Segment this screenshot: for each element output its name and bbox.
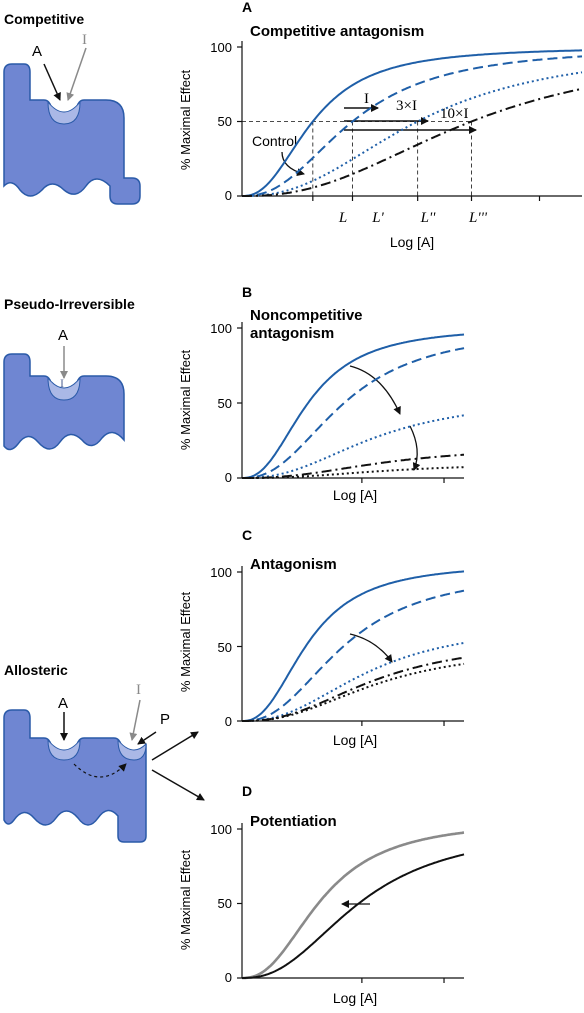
curve-2 xyxy=(242,853,465,979)
panel-letter: D xyxy=(242,783,252,799)
shift-arrow-2 xyxy=(409,425,421,471)
panel-letter: C xyxy=(242,527,252,543)
y-tick-100: 100 xyxy=(210,321,232,336)
x-tick-label-L2: L'' xyxy=(420,210,437,226)
binding-site-orthosteric xyxy=(47,738,81,761)
x-axis-label: Log [A] xyxy=(390,234,434,250)
panel-letter: A xyxy=(242,0,252,15)
agonist-arrow xyxy=(43,63,61,101)
arrow-to-potentiation xyxy=(151,769,205,801)
agonist-label: A xyxy=(58,327,68,344)
chart-noncompetitive-antagonism: B Noncompetitive antagonism % Maximal Ef… xyxy=(178,284,465,503)
x-tick-label-L: L xyxy=(338,210,347,226)
curve-3 xyxy=(242,414,465,479)
curve-4 xyxy=(242,87,583,197)
x-axis-label: Log [A] xyxy=(333,487,377,503)
y-axis-label: % Maximal Effect xyxy=(178,850,193,951)
curve-4 xyxy=(242,453,464,479)
x-axis-label: Log [A] xyxy=(333,990,377,1006)
chart-title: Potentiation xyxy=(250,813,337,830)
y-tick-100: 100 xyxy=(210,565,232,580)
binding-site xyxy=(47,376,81,401)
curve-5 xyxy=(242,466,465,479)
y-tick-50: 50 xyxy=(218,114,232,129)
y-axis-label: % Maximal Effect xyxy=(178,592,193,693)
y-tick-0: 0 xyxy=(225,470,232,485)
binding-site xyxy=(47,100,81,125)
control-label: Control xyxy=(252,133,297,149)
receptor-title-pseudo: Pseudo-Irreversible xyxy=(4,296,135,312)
curve-2 xyxy=(242,55,583,197)
curve-3 xyxy=(242,641,465,722)
receptor-body xyxy=(3,353,125,451)
receptor-body xyxy=(3,63,141,205)
panel-letter: B xyxy=(242,284,252,300)
inhibitor-arrow xyxy=(129,699,141,741)
y-tick-0: 0 xyxy=(225,714,232,729)
curve-2 xyxy=(242,347,465,479)
y-tick-50: 50 xyxy=(218,896,232,911)
plot-area xyxy=(237,823,465,983)
receptor-title-allosteric: Allosteric xyxy=(4,662,68,678)
curve-4 xyxy=(242,656,465,722)
curve-1 xyxy=(242,831,465,980)
chart-title: Antagonism xyxy=(250,556,337,573)
y-axis-label: % Maximal Effect xyxy=(178,350,193,451)
coupling-arrow xyxy=(73,763,127,778)
control-pointer xyxy=(281,151,305,177)
modulator-arrow xyxy=(137,731,157,745)
chart-competitive-antagonism: A Competitive antagonism % Maximal Effec… xyxy=(178,0,583,250)
inhibitor-arrow xyxy=(66,47,87,101)
curve-1 xyxy=(242,333,465,479)
inhibitor-label: I xyxy=(82,32,87,48)
y-tick-0: 0 xyxy=(225,188,232,203)
receptor-body xyxy=(3,709,147,843)
inhibitor-label: I xyxy=(60,376,64,390)
y-axis-label: % Maximal Effect xyxy=(178,70,193,171)
shift-label-1x: I xyxy=(364,91,369,107)
plot-area xyxy=(237,566,465,726)
curve-1 xyxy=(242,570,465,722)
chart-allosteric-antagonism: C Antagonism % Maximal Effect Log [A] 0 … xyxy=(178,527,465,748)
shift-arrow xyxy=(349,633,393,663)
x-tick-label-L1: L' xyxy=(371,210,384,226)
shift-label-10x: 10×I xyxy=(440,106,468,122)
x-tick-label-L3: L''' xyxy=(468,210,488,226)
curve-2 xyxy=(242,589,465,722)
shift-label-3x: 3×I xyxy=(396,98,417,114)
curve-1 xyxy=(242,49,582,197)
y-tick-50: 50 xyxy=(218,396,232,411)
inhibitor-label: I xyxy=(136,682,141,698)
chart-title: Competitive antagonism xyxy=(250,23,424,40)
modulator-label: P xyxy=(160,711,170,728)
receptor-allosteric: Allosteric A I P xyxy=(3,662,205,843)
y-tick-0: 0 xyxy=(225,970,232,985)
plot-area xyxy=(237,322,465,483)
agonist-label: A xyxy=(58,695,68,712)
y-tick-50: 50 xyxy=(218,640,232,655)
shift-arrow-1 xyxy=(349,365,401,415)
y-tick-100: 100 xyxy=(210,40,232,55)
receptor-competitive: Competitive A I xyxy=(3,11,141,205)
chart-title-line2: antagonism xyxy=(250,325,334,342)
curve-5 xyxy=(242,662,465,722)
arrow-to-antagonism xyxy=(151,731,199,761)
x-axis-label: Log [A] xyxy=(333,732,377,748)
agonist-label: A xyxy=(32,43,42,60)
y-tick-100: 100 xyxy=(210,822,232,837)
receptor-title-competitive: Competitive xyxy=(4,11,84,27)
plot-area xyxy=(237,41,583,201)
receptor-pseudo-irreversible: Pseudo-Irreversible A I xyxy=(3,296,135,451)
chart-potentiation: D Potentiation % Maximal Effect Log [A] … xyxy=(178,783,465,1006)
chart-title-line1: Noncompetitive xyxy=(250,307,363,324)
